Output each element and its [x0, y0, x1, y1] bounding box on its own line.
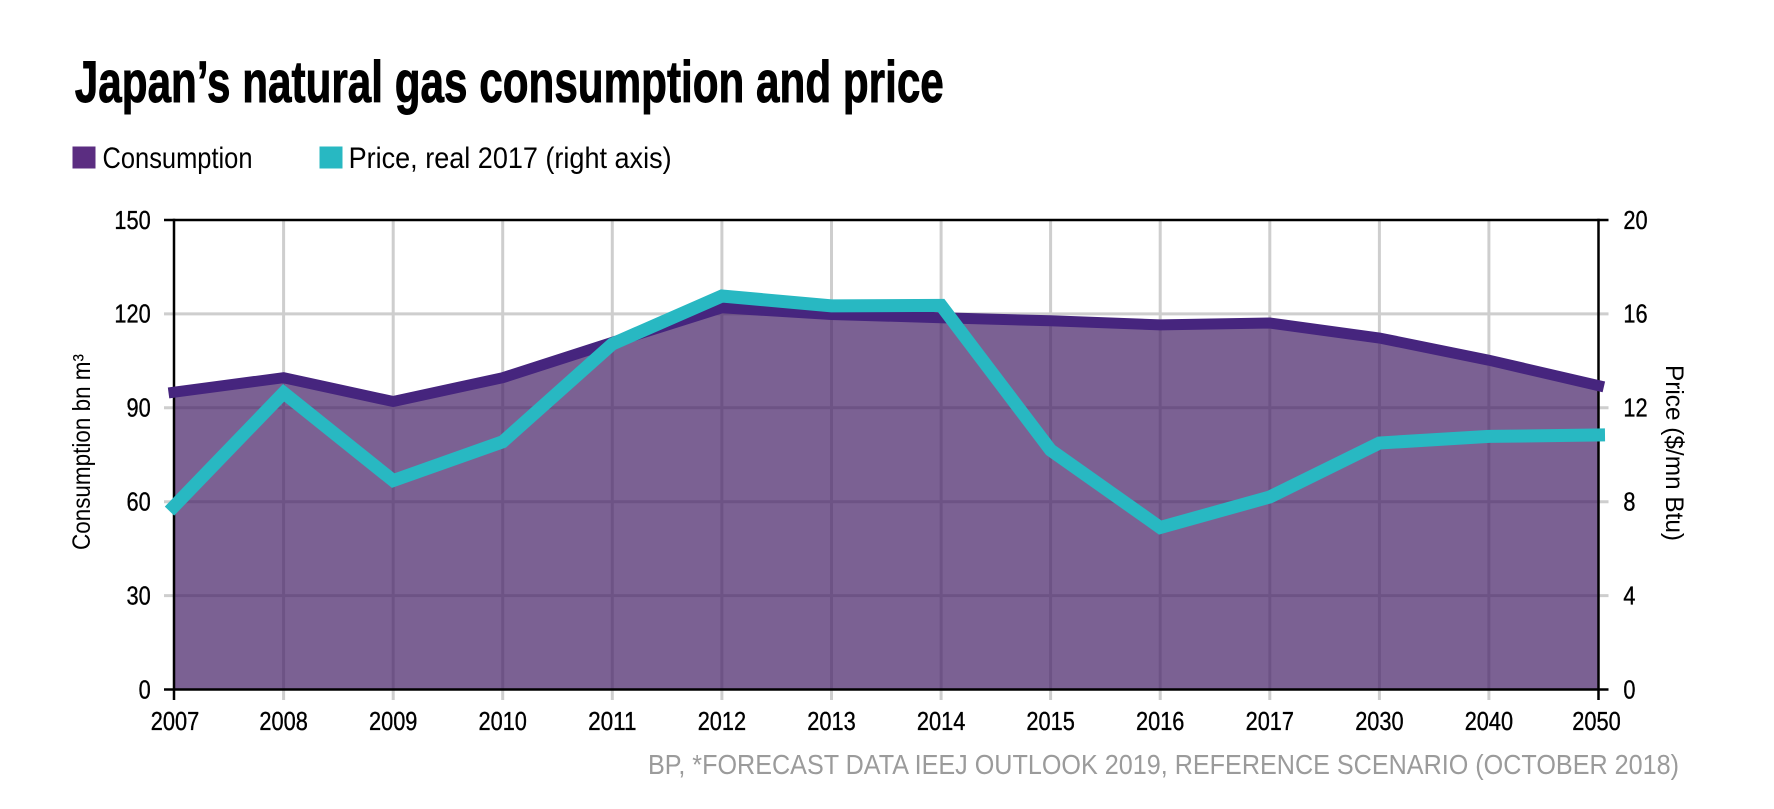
svg-text:2040: 2040	[1465, 706, 1513, 736]
svg-text:150: 150	[114, 205, 150, 235]
svg-text:2030: 2030	[1355, 706, 1403, 736]
svg-text:2010: 2010	[479, 706, 527, 736]
svg-text:2008: 2008	[259, 706, 307, 736]
svg-text:Japan’s natural gas consumptio: Japan’s natural gas consumption and pric…	[75, 50, 944, 115]
svg-text:2017: 2017	[1246, 706, 1294, 736]
svg-text:2007: 2007	[151, 706, 199, 736]
svg-text:Consumption bn m³: Consumption bn m³	[68, 354, 96, 550]
svg-text:2015: 2015	[1026, 706, 1074, 736]
svg-text:2013: 2013	[807, 706, 855, 736]
svg-text:2016: 2016	[1136, 706, 1184, 736]
svg-text:120: 120	[114, 299, 150, 329]
svg-text:12: 12	[1623, 393, 1647, 423]
svg-text:Price, real 2017 (right axis): Price, real 2017 (right axis)	[349, 142, 672, 175]
svg-text:Consumption: Consumption	[103, 142, 253, 175]
svg-text:16: 16	[1623, 299, 1647, 329]
svg-text:2050: 2050	[1572, 706, 1620, 736]
svg-text:4: 4	[1623, 580, 1635, 610]
svg-text:2011: 2011	[588, 706, 636, 736]
svg-text:20: 20	[1623, 205, 1647, 235]
svg-text:2009: 2009	[369, 706, 417, 736]
svg-text:60: 60	[127, 487, 151, 517]
svg-text:0: 0	[139, 674, 151, 704]
svg-text:BP, *FORECAST DATA IEEJ OUTLOO: BP, *FORECAST DATA IEEJ OUTLOOK 2019, RE…	[648, 749, 1679, 780]
svg-text:30: 30	[127, 580, 151, 610]
svg-text:Price ($/mn Btu): Price ($/mn Btu)	[1660, 365, 1688, 541]
svg-text:90: 90	[127, 393, 151, 423]
svg-text:8: 8	[1623, 487, 1635, 517]
svg-text:2012: 2012	[698, 706, 746, 736]
svg-text:2014: 2014	[917, 706, 965, 736]
svg-text:0: 0	[1623, 674, 1635, 704]
